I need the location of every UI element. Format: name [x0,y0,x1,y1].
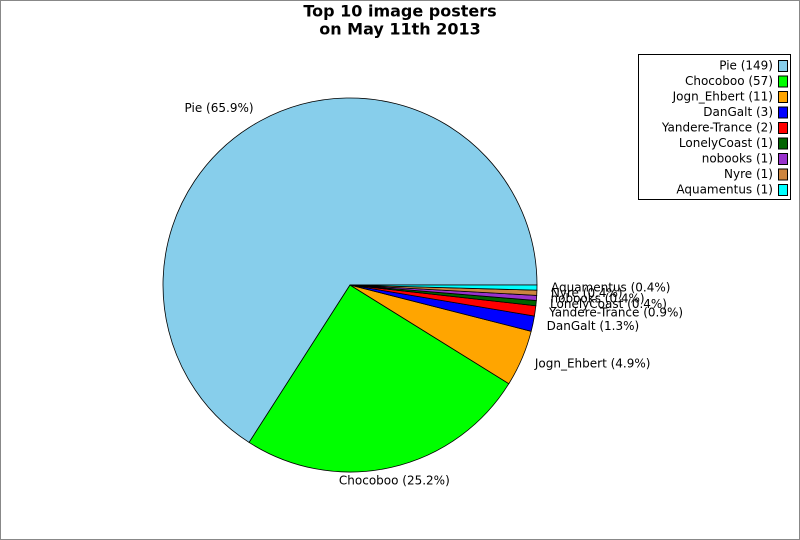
slice-label: Aquamentus (0.4%) [551,280,670,294]
legend-label: Nyre (1) [724,167,773,181]
pie-slice [162,97,538,443]
pie-slice [349,284,538,291]
slice-label: Jogn_Ehbert (4.9%) [534,356,651,370]
slice-label: nobooks (0.4%) [551,291,645,305]
legend-swatch [778,137,788,150]
legend-swatch [778,122,788,134]
chart-title: Top 10 image posters [303,2,496,21]
legend-box [638,54,791,200]
legend-label: DanGalt (3) [703,105,773,119]
pie-slice [248,284,510,473]
chart-title: on May 11th 2013 [319,20,481,39]
slice-label: LonelyCoast (0.4%) [550,297,667,311]
legend-label: Aquamentus (1) [676,183,773,197]
legend-swatch [778,184,788,196]
legend-swatch [778,153,788,165]
slice-label: Chocoboo (25.2%) [339,474,450,488]
slice-label: Pie (65.9%) [185,101,254,115]
legend-swatch [778,91,788,103]
slice-label: Yandere-Trance (0.9%) [548,305,683,319]
legend-label: Chocoboo (57) [685,74,773,88]
legend-label: Jogn_Ehbert (11) [672,90,773,104]
legend-label: Pie (149) [719,59,773,73]
legend-label: nobooks (1) [702,152,773,166]
legend-swatch [778,60,788,72]
slice-label: Nyre (0.4%) [551,286,623,300]
slice-label: DanGalt (1.3%) [547,319,640,333]
legend-label: LonelyCoast (1) [679,136,773,150]
legend-label: Yandere-Trance (2) [661,121,773,135]
legend-swatch [778,106,788,119]
legend-swatch [778,168,788,181]
legend-swatch [778,75,788,88]
